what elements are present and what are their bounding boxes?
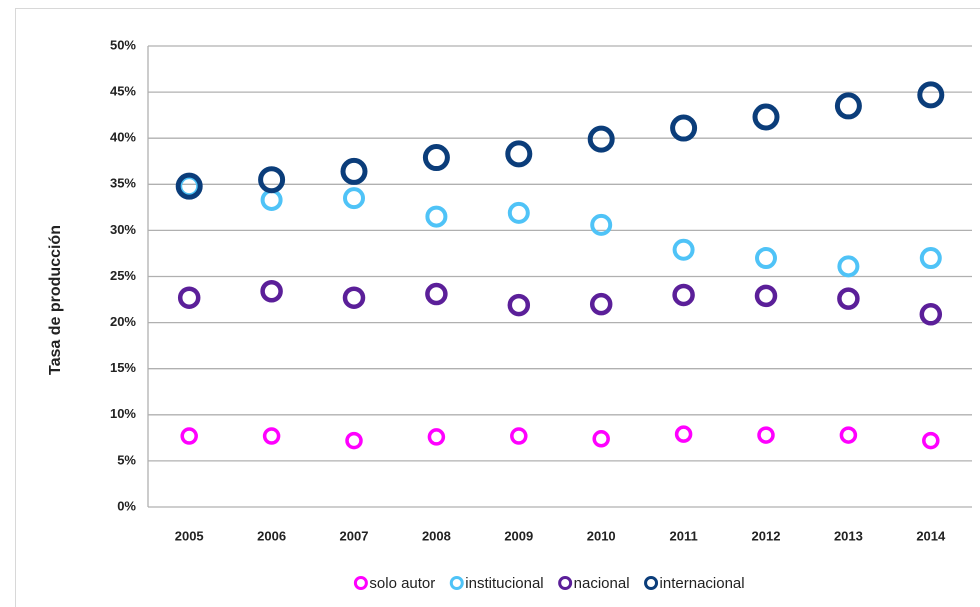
y-tick-label: 10%	[110, 406, 136, 421]
y-tick-label: 0%	[117, 498, 136, 513]
marker	[340, 157, 368, 185]
y-tick-label: 35%	[110, 176, 136, 191]
y-tick-label: 30%	[110, 222, 136, 237]
legend-label: nacional	[574, 575, 630, 592]
marker	[590, 213, 613, 236]
marker	[837, 287, 860, 310]
x-tick-label: 2006	[257, 528, 286, 543]
x-tick-label: 2009	[504, 528, 533, 543]
marker	[919, 303, 943, 326]
x-tick-label: 2007	[340, 528, 369, 543]
y-tick-label: 25%	[110, 268, 136, 283]
y-tick-label: 15%	[110, 360, 136, 375]
legend-label: institucional	[465, 575, 543, 592]
marker	[425, 282, 448, 306]
marker	[834, 92, 862, 120]
legend-marker	[353, 576, 368, 590]
marker	[752, 103, 780, 131]
frame	[15, 8, 980, 607]
y-tick-label: 45%	[110, 84, 136, 99]
y-axis-title: Tasa de producción	[47, 225, 64, 375]
marker	[592, 430, 610, 448]
x-tick-label: 2011	[669, 528, 697, 543]
marker	[510, 427, 528, 445]
marker	[258, 166, 286, 194]
marker	[425, 205, 448, 228]
marker	[917, 81, 945, 109]
marker	[919, 247, 942, 270]
marker	[343, 187, 365, 210]
legend-label: solo autor	[369, 575, 435, 592]
marker	[839, 426, 858, 444]
marker	[427, 428, 446, 446]
marker	[175, 172, 203, 200]
x-tick-label: 2005	[175, 528, 204, 543]
marker	[922, 431, 940, 450]
marker	[755, 247, 777, 270]
legend-label: internacional	[660, 575, 745, 592]
marker	[674, 425, 693, 443]
x-tick-label: 2013	[834, 528, 863, 543]
marker	[260, 280, 283, 303]
marker	[589, 292, 613, 316]
y-tick-label: 20%	[110, 314, 136, 329]
marker	[507, 201, 530, 224]
marker	[422, 144, 450, 172]
marker	[672, 238, 695, 261]
marker	[672, 283, 695, 307]
marker	[754, 284, 778, 308]
marker	[757, 426, 775, 444]
legend-marker	[449, 576, 464, 590]
marker	[345, 431, 363, 450]
marker	[837, 255, 860, 278]
marker	[177, 286, 201, 309]
y-tick-label: 50%	[110, 37, 136, 52]
marker	[505, 140, 533, 168]
x-tick-label: 2012	[752, 528, 781, 543]
marker	[507, 293, 531, 317]
marker	[260, 188, 283, 211]
marker	[342, 286, 366, 309]
x-tick-label: 2014	[916, 528, 946, 543]
y-tick-label: 40%	[110, 130, 136, 145]
x-tick-label: 2010	[587, 528, 616, 543]
marker	[180, 427, 198, 445]
legend-marker	[644, 576, 659, 590]
legend-marker	[558, 576, 573, 590]
marker	[262, 427, 281, 445]
marker	[670, 114, 698, 142]
x-tick-label: 2008	[422, 528, 451, 543]
marker	[587, 125, 615, 153]
y-tick-label: 5%	[117, 452, 136, 467]
